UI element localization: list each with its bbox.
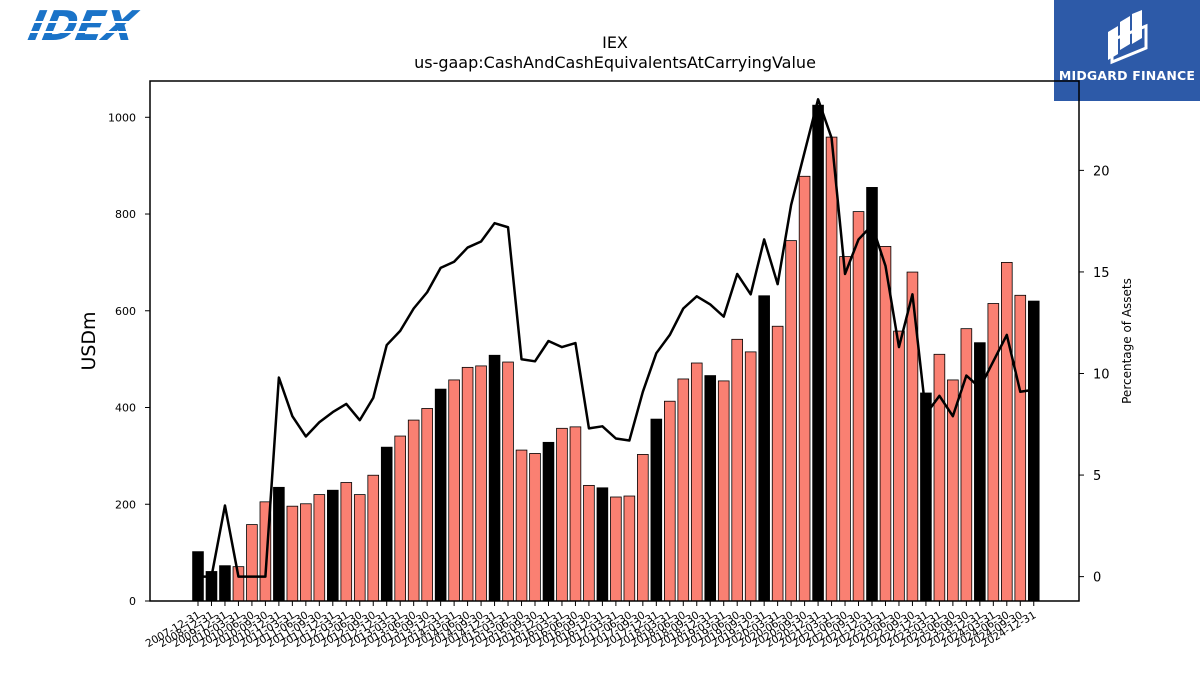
y2-tick-label: 15 [1093, 266, 1110, 281]
y2-tick-label: 5 [1093, 469, 1101, 484]
bar-2021-09-30 [852, 211, 865, 602]
bar-2011-12-31 [327, 489, 339, 602]
bar-2012-12-31 [380, 446, 393, 602]
bar-2012-09-30 [367, 474, 380, 602]
bar-2019-03-31 [717, 380, 730, 602]
bar-2012-06-30 [353, 494, 366, 602]
bar-2016-12-31 [596, 487, 609, 602]
bar-2018-03-31 [664, 400, 676, 602]
bar-2014-03-31 [448, 379, 460, 602]
y-axis-left: 0 200 400 600 800 1000 [108, 111, 150, 608]
bar-2015-12-31 [542, 441, 555, 602]
plot-frame [149, 80, 1080, 602]
y2-tick-label: 0 [1093, 571, 1101, 586]
bar-2022-03-31 [879, 246, 892, 602]
bar-2020-09-30 [798, 175, 811, 602]
bar-2015-06-30 [515, 449, 528, 602]
x-axis: 2007-12-312008-12-312009-12-312010-03-31… [144, 601, 1038, 650]
bar-2021-06-30 [839, 256, 851, 602]
chart-title: IEX [602, 33, 628, 52]
bar-2009-12-31 [219, 565, 231, 602]
bar-2015-09-30 [529, 453, 541, 602]
midgard-mark-icon [1108, 10, 1148, 65]
bar-2024-06-30 [1001, 261, 1013, 602]
bar-2020-03-31 [771, 325, 784, 602]
bar-2014-09-30 [475, 365, 487, 602]
y-tick-label: 600 [115, 305, 136, 318]
bar-2020-12-31 [812, 104, 824, 602]
y-tick-label: 400 [115, 402, 136, 415]
bar-2023-03-31 [933, 353, 946, 602]
y2-tick-label: 10 [1093, 368, 1110, 383]
idex-logo-stripe [4, 21, 160, 23]
bar-2017-06-30 [623, 495, 636, 602]
bar-2019-06-30 [731, 338, 743, 602]
chart-subtitle: us-gaap:CashAndCashEquivalentsAtCarrying… [414, 53, 816, 72]
bar-2017-09-30 [637, 454, 649, 602]
y-tick-label: 1000 [108, 111, 136, 124]
midgard-logo-text: MIDGARD FINANCE [1058, 68, 1196, 83]
y-tick-label: 0 [129, 595, 136, 608]
bar-2024-03-31 [987, 303, 1000, 602]
bar-2011-09-30 [313, 494, 326, 602]
bar-2013-06-30 [407, 419, 420, 602]
bar-2018-09-30 [690, 362, 703, 602]
bar-2024-09-30 [1014, 294, 1027, 602]
y2-axis-label: Percentage of Assets [1120, 278, 1134, 404]
bar-2016-06-30 [569, 426, 582, 602]
bar-2010-12-31 [273, 486, 285, 602]
bar-2016-09-30 [583, 484, 595, 602]
bar-2019-09-30 [744, 351, 757, 602]
bar-2024-12-31 [1027, 300, 1040, 602]
bar-2018-12-31 [704, 375, 717, 602]
bar-2021-12-31 [866, 187, 878, 602]
bar-2023-09-30 [960, 328, 973, 602]
bar-2018-06-30 [677, 378, 690, 602]
y-tick-label: 200 [115, 498, 136, 511]
bar-series [192, 104, 1040, 602]
bar-2015-03-31 [502, 361, 514, 602]
bar-2013-03-31 [394, 435, 406, 602]
midgard-finance-logo: MIDGARD FINANCE [1054, 0, 1200, 101]
bar-2010-06-30 [246, 524, 258, 602]
idex-logo-stripe [4, 31, 160, 33]
bar-2014-12-31 [488, 354, 501, 602]
bar-2022-06-30 [893, 330, 905, 602]
bar-2016-03-31 [556, 427, 568, 602]
bar-2022-12-31 [920, 392, 932, 602]
y-axis-label: USDm [78, 311, 100, 370]
bar-2020-06-30 [785, 240, 797, 602]
bar-2014-06-30 [461, 366, 474, 602]
bar-2017-12-31 [650, 418, 663, 602]
bar-2017-03-31 [610, 496, 622, 602]
bar-2011-03-31 [286, 505, 299, 602]
y-tick-label: 800 [115, 208, 136, 221]
bar-2013-09-30 [421, 408, 433, 602]
bar-2012-03-31 [340, 482, 353, 602]
pct-assets-line [198, 98, 1034, 578]
bar-2011-06-30 [300, 503, 312, 602]
y-axis-right: 0 5 10 15 20 [1079, 164, 1110, 586]
bar-2021-03-31 [825, 136, 838, 602]
bar-2013-12-31 [434, 388, 447, 602]
bar-2019-12-31 [758, 295, 770, 602]
idex-logo: IDEX [4, 2, 160, 50]
y2-tick-label: 20 [1093, 164, 1110, 179]
